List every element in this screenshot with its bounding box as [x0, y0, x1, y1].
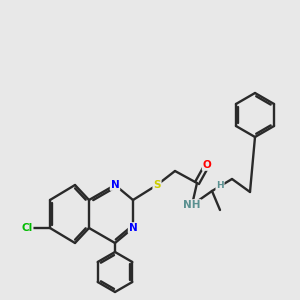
Text: N: N: [111, 180, 119, 190]
Text: H: H: [216, 182, 224, 190]
Text: S: S: [153, 180, 161, 190]
Text: N: N: [129, 223, 137, 233]
Text: O: O: [202, 160, 211, 170]
Text: Cl: Cl: [21, 223, 33, 233]
Text: NH: NH: [183, 200, 201, 210]
